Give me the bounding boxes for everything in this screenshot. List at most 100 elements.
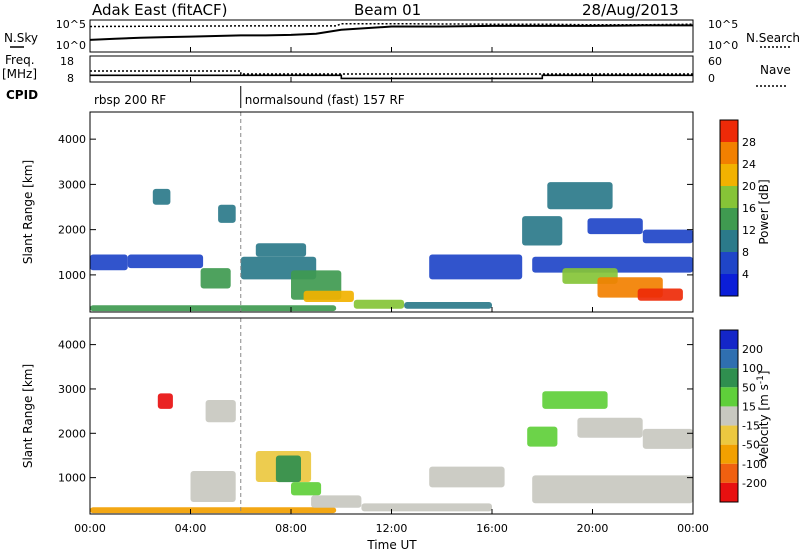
x-tick-label: 20:00: [577, 522, 609, 535]
x-tick-label: 12:00: [376, 522, 408, 535]
y-tick-label: 2000: [58, 427, 86, 440]
power-colorbar-swatch: [720, 120, 738, 142]
echo-region: [255, 243, 307, 257]
nave-line: [90, 70, 693, 75]
beam-title: Beam 01: [354, 1, 421, 19]
noise-left-label: N.Sky: [4, 31, 38, 45]
power-y-axis: 1000 2000 3000 4000: [58, 133, 693, 282]
power-colorbar-tick: 20: [742, 180, 756, 193]
cpid-label: CPID: [6, 88, 38, 102]
power-colorbar-tick: 28: [742, 136, 756, 149]
power-colorbar-swatch: [720, 230, 738, 252]
y-tick-label: 4000: [58, 133, 86, 146]
echo-region: [542, 391, 608, 409]
velocity-colorbar-swatch: [720, 463, 738, 483]
echo-region: [291, 482, 322, 496]
cpid-panel: CPID rbsp 200 RF normalsound (fast) 157 R…: [6, 86, 405, 108]
x-tick-label: 04:00: [175, 522, 207, 535]
noise-right-label: N.Search: [746, 31, 800, 45]
cpid-segment-label: rbsp 200 RF: [94, 93, 166, 107]
freq-right-label: Nave: [760, 63, 791, 77]
frequency-line: [90, 74, 693, 80]
echo-region: [311, 495, 362, 508]
date-title: 28/Aug/2013: [582, 1, 679, 19]
x-tick-label: 00:00: [677, 522, 709, 535]
echo-region: [429, 466, 505, 488]
noise-sky-line: [89, 24, 693, 41]
power-colorbar-tick: 24: [742, 158, 756, 171]
noise-left-tick-top: 10^5: [56, 18, 86, 31]
noise-left-tick-bottom: 10^0: [56, 39, 86, 52]
power-y-axis-label: Slant Range [km]: [21, 160, 35, 264]
velocity-colorbar-tick: -15: [742, 420, 760, 433]
echo-region: [90, 507, 337, 514]
velocity-colorbar-tick: -100: [742, 458, 767, 471]
velocity-colorbar-frame: [719, 329, 739, 503]
power-colorbar-swatch: [720, 164, 738, 186]
power-colorbar-swatch: [720, 186, 738, 208]
noise-panel: N.Sky 10^5 10^0 10^5 10^0 N.Search: [4, 18, 800, 53]
velocity-y-axis: 1000 2000 3000 4000: [58, 339, 693, 485]
freq-right-tick-top: 60: [708, 55, 722, 68]
echo-region: [361, 503, 492, 512]
velocity-colorbar-tick: 50: [742, 381, 756, 394]
echo-region: [642, 229, 694, 244]
velocity-colorbar-swatch: [720, 406, 738, 426]
echo-region: [90, 254, 128, 271]
echo-region: [642, 428, 694, 449]
y-tick-label: 1000: [58, 269, 86, 282]
y-tick-label: 1000: [58, 472, 86, 485]
echo-region: [275, 455, 301, 483]
echo-region: [90, 305, 337, 312]
echo-region: [547, 182, 613, 210]
echo-region: [532, 475, 693, 504]
velocity-colorbar-swatch: [720, 387, 738, 407]
echo-region: [127, 254, 204, 269]
x-tick-label: 16:00: [476, 522, 508, 535]
velocity-colorbar-tick: -200: [742, 477, 767, 490]
echo-region: [637, 288, 683, 301]
station-title: Adak East (fitACF): [92, 1, 227, 19]
power-panel: Slant Range [km] 1000 2000 3000 4000 4 8 12 16…: [21, 111, 771, 313]
power-colorbar-swatch: [720, 252, 738, 274]
echo-region: [353, 299, 405, 309]
power-colorbar-tick: 12: [742, 224, 756, 237]
velocity-heatmap: [90, 318, 694, 514]
freq-left-tick-bottom: 8: [67, 72, 74, 85]
y-tick-label: 3000: [58, 383, 86, 396]
echo-region: [577, 417, 643, 438]
freq-left-unit: [MHz]: [2, 67, 37, 81]
noise-search-line: [89, 22, 694, 28]
power-colorbar-frame: [719, 119, 739, 297]
velocity-colorbar-swatch: [720, 330, 738, 350]
freq-right-tick-bottom: 0: [708, 72, 715, 85]
power-heatmap: [90, 112, 694, 312]
echo-region: [205, 400, 236, 423]
cpid-segment-label: normalsound (fast) 157 RF: [245, 93, 405, 107]
velocity-colorbar-swatch: [720, 425, 738, 445]
y-tick-label: 4000: [58, 339, 86, 352]
freq-left-label: Freq.: [5, 53, 35, 67]
velocity-y-axis-label: Slant Range [km]: [21, 364, 35, 468]
echo-region: [429, 254, 523, 280]
frequency-series-group: [90, 70, 693, 80]
frequency-panel: Freq. [MHz] 18 8 60 0 Nave: [2, 53, 791, 87]
noise-right-tick-bottom: 10^0: [708, 39, 738, 52]
echo-region: [303, 290, 354, 302]
velocity-colorbar-tick: 100: [742, 362, 763, 375]
power-colorbar: 4 8 12 16 20 24 28: [719, 119, 756, 297]
y-tick-label: 3000: [58, 178, 86, 191]
power-colorbar-swatch: [720, 274, 738, 296]
noise-right-tick-top: 10^5: [708, 18, 738, 31]
echo-region: [157, 393, 173, 409]
echo-region: [152, 188, 171, 205]
power-colorbar-tick: 4: [742, 268, 749, 281]
time-x-axis: 00:00 04:00 08:00 12:00 16:00 20:00 00:00: [74, 47, 709, 535]
power-colorbar-swatch: [720, 142, 738, 164]
echo-region: [200, 268, 231, 289]
velocity-colorbar-tick: 15: [742, 400, 756, 413]
y-tick-label: 2000: [58, 224, 86, 237]
echo-region: [404, 302, 492, 309]
echo-region: [587, 218, 643, 235]
